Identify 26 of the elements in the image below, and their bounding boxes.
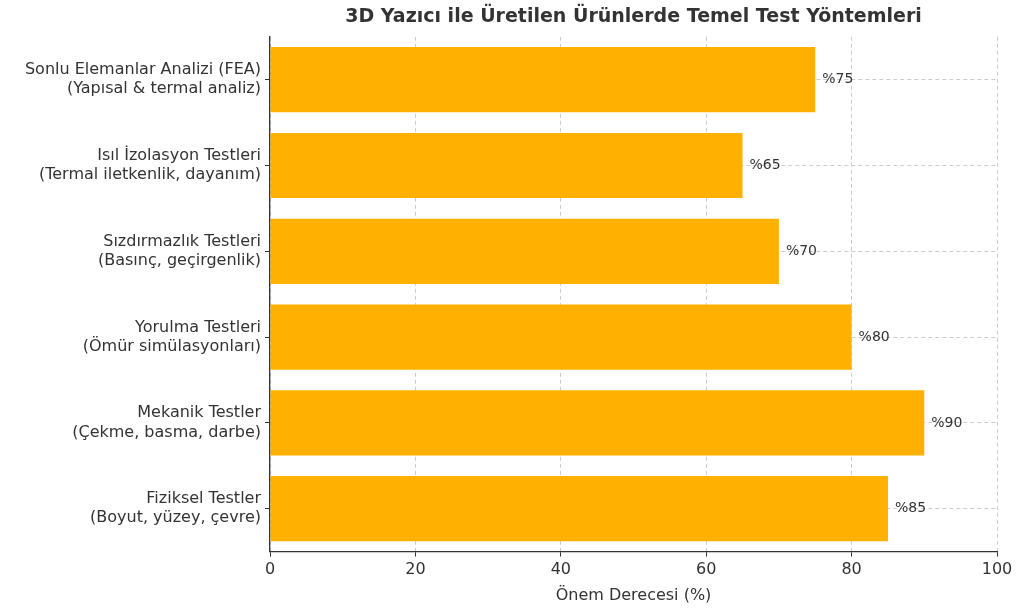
- data-label: %75: [822, 70, 854, 87]
- y-tick-label: Sızdırmazlık Testleri (Basınç, geçirgenlik): [98, 230, 261, 270]
- y-tick-label: Yorulma Testleri (Ömür simülasyonları): [82, 316, 261, 355]
- y-tick-label: Sonlu Elemanlar Analizi (FEA) (Yapısal & termal analiz): [24, 59, 261, 98]
- x-tick-label: 80: [841, 559, 862, 579]
- x-tick-label: 40: [550, 559, 571, 579]
- data-label: %85: [894, 499, 927, 516]
- x-axis-title: Önem Derecesi (%): [555, 584, 712, 604]
- bar: [270, 218, 779, 284]
- bar: [270, 132, 743, 199]
- x-tick-label: 20: [405, 559, 426, 579]
- bar: [270, 476, 888, 542]
- data-label: %65: [749, 156, 781, 173]
- y-tick-label: Fiziksel Testler (Boyut, yüzey, çevre): [90, 488, 262, 527]
- bar: [270, 304, 852, 370]
- chart-title: 3D Yazıcı ile Üretilen Ürünlerde Temel Test Yöntemleri: [345, 3, 922, 27]
- x-tick-label: 60: [696, 559, 717, 579]
- data-label: %70: [785, 241, 818, 258]
- y-tick-label: Mekanik Testler (Çekme, basma, darbe): [72, 402, 262, 441]
- data-label: %90: [931, 413, 963, 430]
- x-tick-label: 100: [981, 559, 1013, 579]
- bar: [270, 47, 816, 113]
- data-label: %80: [858, 327, 890, 344]
- x-tick-label: 0: [264, 559, 276, 579]
- y-tick-label: Isıl İzolasyon Testleri (Termal iletkenlik, dayanım): [38, 145, 261, 184]
- bar: [270, 390, 925, 456]
